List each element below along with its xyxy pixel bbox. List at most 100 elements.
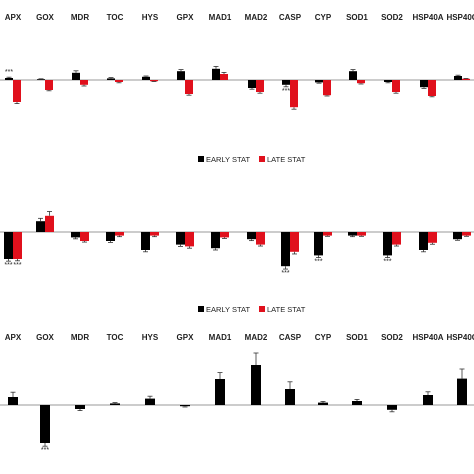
bar-value-gpx <box>180 405 190 407</box>
bar-value-apx <box>8 397 18 405</box>
bar-early-stat-mad2 <box>248 80 256 88</box>
bar-early-stat-toc <box>106 232 115 241</box>
significance-mark: *** <box>4 262 12 269</box>
significance-mark: *** <box>41 447 49 454</box>
bar-early-stat-sod1 <box>349 71 357 80</box>
bar-late-stat-hsp40c <box>462 78 470 80</box>
bar-early-stat-gox <box>37 79 45 80</box>
bar-early-stat-casp <box>281 232 290 267</box>
bar-late-stat-toc <box>115 80 123 82</box>
bar-late-stat-gpx <box>185 232 194 247</box>
category-label-gox: GOX <box>36 13 54 22</box>
bar-late-stat-casp <box>290 80 298 108</box>
bar-early-stat-gox <box>36 221 45 232</box>
category-label-mad2: MAD2 <box>245 13 268 22</box>
category-label-mad1: MAD1 <box>209 13 232 22</box>
bar-early-stat-hsp40a <box>419 232 428 250</box>
bar-early-stat-hsp40c <box>454 76 462 80</box>
panel-middle-chart: ********* ****** <box>0 211 474 277</box>
legend-top: EARLY STAT LATE STAT <box>198 155 306 164</box>
bar-value-hsp40a <box>423 395 433 405</box>
bar-late-stat-mad2 <box>256 80 264 92</box>
category-label-toc: TOC <box>107 13 124 22</box>
panel-top-chart: APX GOX MDR TOC HYS GPX MAD1 MAD2 CASP CYP SOD1 SOD… <box>0 13 474 110</box>
legend-label-late: LATE STAT <box>267 155 306 164</box>
bar-value-gox <box>40 405 50 443</box>
significance-mark: *** <box>383 259 391 266</box>
bar-value-sod1 <box>352 401 362 405</box>
category-label-toc: TOC <box>107 333 124 342</box>
bar-late-stat-cyp <box>323 80 331 96</box>
bar-early-stat-cyp <box>315 80 323 83</box>
legend-swatch-early <box>198 306 204 312</box>
bar-late-stat-cyp <box>323 232 332 236</box>
bar-early-stat-toc <box>107 78 115 80</box>
category-label-sod2: SOD2 <box>381 13 403 22</box>
bars-bottom: *** <box>8 352 467 454</box>
category-label-cyp: CYP <box>315 13 332 22</box>
bar-late-stat-sod2 <box>392 80 400 92</box>
bar-late-stat-mad2 <box>256 232 265 245</box>
bar-value-casp <box>285 389 295 405</box>
legend-label-early: EARLY STAT <box>206 155 250 164</box>
bar-late-stat-hys <box>150 80 158 82</box>
legend-middle: EARLY STAT LATE STAT <box>198 305 306 314</box>
category-label-apx: APX <box>5 333 22 342</box>
category-label-sod1: SOD1 <box>346 13 368 22</box>
bar-late-stat-sod2 <box>392 232 401 245</box>
significance-mark: *** <box>314 259 322 266</box>
category-label-hsp40a: HSP40A <box>412 13 443 22</box>
bar-late-stat-hsp40a <box>428 232 437 243</box>
bar-early-stat-sod2 <box>383 232 392 256</box>
category-label-hsp40a: HSP40A <box>412 333 443 342</box>
legend-swatch-late <box>259 156 265 162</box>
bar-value-mad1 <box>215 379 225 405</box>
category-label-casp: CASP <box>279 333 302 342</box>
bar-early-stat-apx <box>5 78 13 80</box>
category-label-mad2: MAD2 <box>245 333 268 342</box>
bar-early-stat-gpx <box>176 232 185 245</box>
bar-early-stat-mdr <box>71 232 80 238</box>
bar-value-mdr <box>75 405 85 409</box>
bars-top: *** *** <box>5 66 470 110</box>
category-label-apx: APX <box>5 13 22 22</box>
category-label-cyp: CYP <box>315 333 332 342</box>
legend-swatch-late <box>259 306 265 312</box>
category-label-mad1: MAD1 <box>209 333 232 342</box>
bar-value-cyp <box>318 402 328 405</box>
bar-late-stat-mad1 <box>220 74 228 80</box>
bar-late-stat-mdr <box>80 80 88 85</box>
bar-early-stat-mdr <box>72 72 80 80</box>
bar-value-toc <box>110 403 120 405</box>
bar-late-stat-hsp40c <box>462 232 471 236</box>
bar-early-stat-sod2 <box>384 80 392 82</box>
bar-early-stat-apx <box>4 232 13 259</box>
bars-middle: ********* ****** <box>4 211 471 277</box>
bar-early-stat-hsp40c <box>453 232 462 240</box>
category-label-casp: CASP <box>279 13 302 22</box>
category-label-mdr: MDR <box>71 13 89 22</box>
bar-late-stat-mad1 <box>220 232 229 238</box>
bar-late-stat-toc <box>115 232 124 236</box>
category-label-hys: HYS <box>142 333 159 342</box>
bar-late-stat-mdr <box>80 232 89 241</box>
bar-value-mad2 <box>251 365 261 405</box>
bar-value-hys <box>145 398 155 405</box>
bar-late-stat-hsp40a <box>428 80 436 96</box>
bar-early-stat-mad1 <box>211 232 220 249</box>
category-label-hsp40c: HSP40C <box>446 13 474 22</box>
category-label-gpx: GPX <box>177 13 195 22</box>
category-label-hsp40c: HSP40C <box>446 333 474 342</box>
bar-early-stat-casp <box>282 80 290 85</box>
category-labels-top: APX GOX MDR TOC HYS GPX MAD1 MAD2 CASP CYP SOD1 SOD… <box>5 13 474 22</box>
bar-early-stat-gpx <box>177 71 185 80</box>
legend-swatch-early <box>198 156 204 162</box>
significance-mark: *** <box>13 262 21 269</box>
category-labels-bottom: APX GOX MDR TOC HYS GPX MAD1 MAD2 CASP CYP SOD1 SOD… <box>5 333 474 342</box>
category-label-hys: HYS <box>142 13 159 22</box>
bar-early-stat-hsp40a <box>420 80 428 88</box>
category-label-mdr: MDR <box>71 333 89 342</box>
bar-late-stat-sod1 <box>357 232 366 236</box>
bar-late-stat-casp <box>290 232 299 252</box>
